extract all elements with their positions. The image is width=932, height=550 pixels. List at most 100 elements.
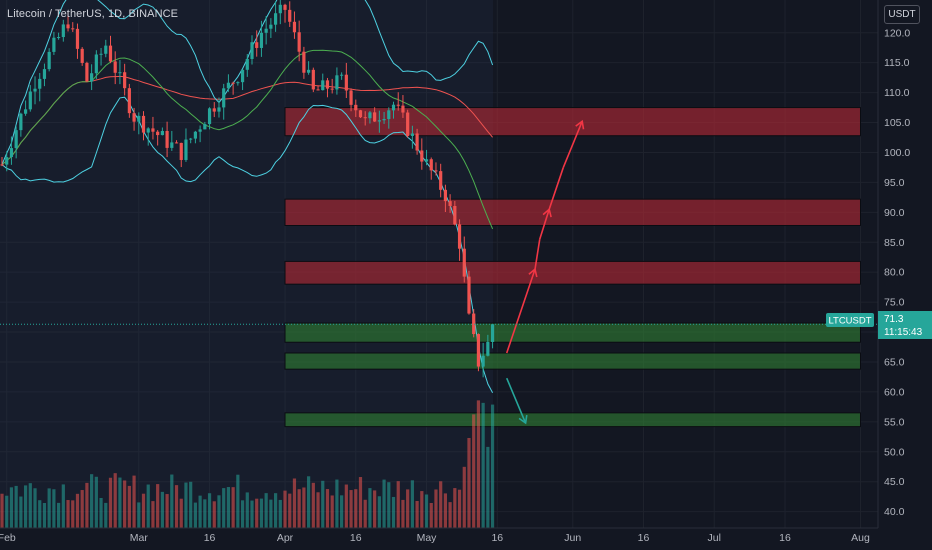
volume-bar: [174, 485, 179, 528]
volume-bar: [141, 493, 146, 528]
candle-body: [476, 334, 481, 367]
candle-body: [160, 130, 164, 136]
volume-bar: [236, 474, 240, 528]
bollinger-lower: [1, 96, 494, 393]
price-zones: [284, 107, 861, 428]
last-price-badge-bg: [878, 311, 932, 339]
volume-bar: [377, 496, 381, 528]
volume-bar: [57, 502, 61, 528]
volume-bar: [434, 489, 438, 528]
volume-bar: [90, 474, 94, 528]
support-zone[interactable]: [284, 412, 861, 428]
price-tick-label: 65.0: [884, 356, 905, 368]
volume-bar: [321, 480, 325, 528]
candle-body: [33, 88, 37, 92]
arrow-segment: [562, 121, 583, 168]
volume-bar: [273, 493, 278, 528]
candle-body: [203, 124, 207, 130]
candle-body: [321, 80, 325, 91]
candle-body: [302, 51, 306, 73]
candle-body: [184, 139, 188, 160]
volume-bar: [0, 493, 4, 528]
volume-bar: [476, 400, 481, 528]
volume-bar: [330, 495, 334, 528]
candle-body: [415, 133, 419, 151]
candle-body: [354, 104, 358, 111]
price-tick-label: 50.0: [884, 446, 905, 458]
candle-body: [448, 201, 452, 206]
resistance-zone[interactable]: [284, 198, 861, 226]
candle-body: [123, 72, 127, 89]
candle-body: [146, 128, 150, 133]
volume-bar: [146, 484, 150, 528]
price-tick-label: 85.0: [884, 237, 905, 249]
candle-body: [19, 113, 23, 131]
time-tick-label: 16: [638, 532, 650, 544]
candle-body: [439, 171, 443, 190]
candle-body: [387, 110, 391, 120]
candle-body: [264, 28, 268, 33]
candle-body: [358, 110, 363, 118]
volume-bar: [99, 497, 103, 528]
volume-bar: [61, 484, 65, 528]
time-tick-label: 16: [779, 532, 791, 544]
arrow-segment: [534, 239, 541, 270]
volume-bar: [481, 402, 485, 528]
candle-body: [245, 58, 249, 70]
volume-bar: [358, 477, 363, 528]
volume-bar: [123, 480, 127, 528]
projection-arrows: [505, 119, 585, 425]
candle-body: [316, 89, 320, 91]
support-zone[interactable]: [284, 322, 861, 343]
candle-body: [382, 119, 386, 121]
volume-bar: [340, 495, 344, 528]
volume-bar: [311, 482, 315, 528]
resistance-zone[interactable]: [284, 260, 861, 285]
volume-bar: [269, 499, 273, 528]
volume-bar: [189, 481, 193, 528]
time-tick-label: Mar: [130, 532, 149, 544]
symbol-label-text: LTCUSDT: [828, 316, 871, 327]
candle-body: [94, 54, 98, 74]
price-tick-label: 105.0: [884, 117, 910, 129]
candle-body: [401, 105, 405, 113]
time-tick-label: Feb: [0, 532, 16, 544]
volume-bar: [401, 499, 405, 528]
candle-body: [193, 131, 197, 139]
candle-body: [273, 13, 278, 25]
volume-bar: [391, 496, 396, 528]
candle-body: [71, 28, 75, 30]
volume-bar: [198, 495, 202, 528]
candle-body: [457, 224, 462, 249]
candle-body: [236, 82, 240, 84]
volume-bar: [415, 500, 419, 528]
support-zone[interactable]: [284, 352, 861, 370]
volume-bar: [486, 446, 490, 528]
volume-bar: [453, 488, 457, 528]
volume-bar: [179, 498, 183, 528]
price-tick-label: 45.0: [884, 476, 905, 488]
volume-bar: [212, 501, 216, 528]
resistance-zone[interactable]: [284, 107, 861, 137]
candle-body: [57, 37, 61, 39]
candle-body: [66, 24, 70, 29]
volume-bar: [349, 490, 353, 528]
volume-bar: [118, 477, 122, 528]
currency-button[interactable]: USDT: [884, 5, 920, 24]
candle-body: [52, 37, 56, 52]
volume-bar: [325, 489, 330, 528]
price-tick-label: 95.0: [884, 177, 905, 189]
time-tick-label: Jun: [564, 532, 581, 544]
volume-bar: [9, 487, 14, 528]
volume-bar: [288, 493, 292, 528]
volume-bar: [33, 488, 37, 528]
price-tick-label: 60.0: [884, 386, 905, 398]
time-axis[interactable]: Feb Mar 16 Apr 16 May 16 Jun 16 Jul 16 Aug: [0, 527, 878, 544]
candle-body: [0, 164, 4, 166]
price-tick-label: 115.0: [884, 57, 910, 69]
candle-body: [420, 150, 424, 162]
candle-body: [363, 117, 367, 119]
candle-body: [104, 45, 108, 54]
candle-body: [207, 108, 212, 125]
